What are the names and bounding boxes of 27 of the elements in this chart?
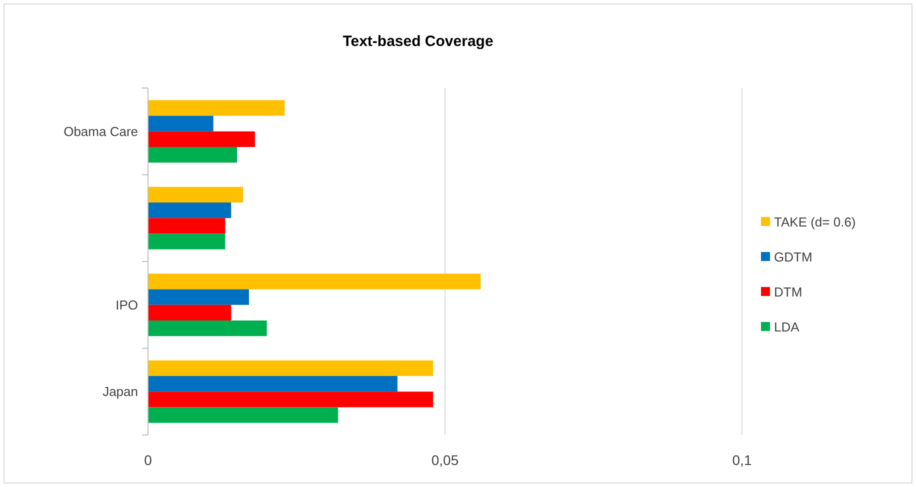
bar <box>148 304 232 320</box>
legend-label: TAKE (d= 0.6) <box>774 214 856 230</box>
y-tick-label: IPO <box>116 297 138 312</box>
bar <box>148 360 434 376</box>
bar <box>148 320 267 336</box>
bar <box>148 146 238 163</box>
bar <box>148 186 244 203</box>
x-tick-label: 0,1 <box>732 452 752 468</box>
bar <box>148 376 398 392</box>
y-tick-label: Japan <box>102 384 138 400</box>
bar <box>148 100 285 116</box>
bar <box>148 218 226 234</box>
bar <box>148 289 249 305</box>
bar <box>148 202 232 218</box>
legend-label: LDA <box>774 320 800 335</box>
y-tick-label: Obama Care <box>64 124 138 139</box>
bar <box>148 407 338 423</box>
bar <box>148 131 255 147</box>
bar <box>148 274 481 290</box>
bar <box>148 234 226 250</box>
bar <box>148 116 214 132</box>
x-tick-label: 0 <box>144 452 152 468</box>
chart-title: Text-based Coverage <box>342 33 494 50</box>
bar <box>148 392 434 408</box>
x-tick-label: 0,05 <box>431 452 459 468</box>
legend-label: DTM <box>774 284 802 300</box>
legend-label: GDTM <box>774 250 812 265</box>
